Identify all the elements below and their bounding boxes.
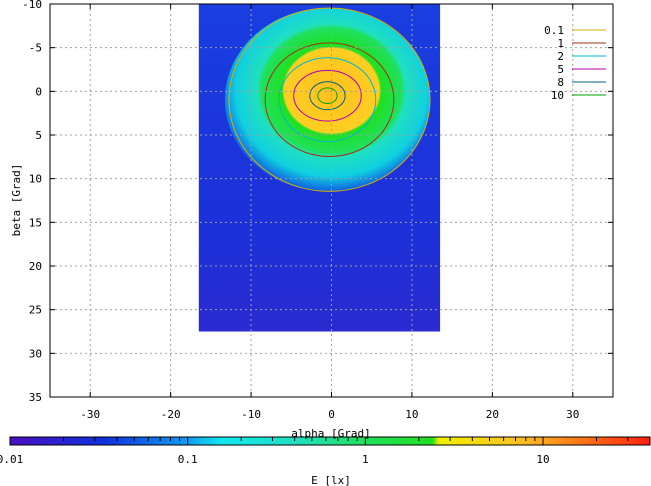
colorbar-tick-label: 10 (536, 453, 549, 466)
y-tick-label: 15 (29, 216, 42, 229)
colorbar: 0.01 0.1 1 10 (0, 436, 651, 466)
plot-area (198, 4, 441, 332)
x-tick-label: 20 (486, 408, 499, 421)
legend-label: 0.1 (544, 24, 564, 37)
x-axis-label: alpha [Grad] (291, 427, 370, 440)
legend-label: 5 (557, 63, 564, 76)
y-tick-label: 35 (29, 391, 42, 404)
y-tick-label: 20 (29, 260, 42, 273)
legend-label: 1 (557, 37, 564, 50)
colorbar-label: E [lx] (311, 474, 351, 486)
y-axis-label: beta [Grad] (10, 164, 23, 237)
y-tick-label: 10 (29, 173, 42, 186)
x-tick-label: -20 (161, 408, 181, 421)
contour-5 (293, 69, 362, 122)
heatmap-hotspot (224, 8, 431, 192)
y-tick-label: -10 (22, 0, 42, 11)
contour-1 (264, 42, 395, 157)
contour-2 (278, 57, 377, 143)
contour-10 (317, 87, 338, 105)
colorbar-tick-label: 0.1 (178, 453, 198, 466)
y-tick-label: 0 (35, 85, 42, 98)
contour-8 (309, 81, 346, 111)
legend-label: 10 (551, 89, 564, 102)
y-tick-label: 5 (35, 129, 42, 142)
y-tick-label: -5 (29, 42, 42, 55)
x-tick-label: -10 (241, 408, 261, 421)
legend-label: 8 (557, 76, 564, 89)
x-tick-label: -30 (80, 408, 100, 421)
colorbar-tick-label: 0.01 (0, 453, 23, 466)
legend-label: 2 (557, 50, 564, 63)
colorbar-tick-label: 1 (362, 453, 369, 466)
x-tick-label: 30 (566, 408, 579, 421)
x-tick-label: 10 (405, 408, 418, 421)
y-tick-label: 25 (29, 304, 42, 317)
contour-0-1 (228, 7, 431, 192)
x-tick-label: 0 (328, 408, 335, 421)
y-tick-label: 30 (29, 347, 42, 360)
